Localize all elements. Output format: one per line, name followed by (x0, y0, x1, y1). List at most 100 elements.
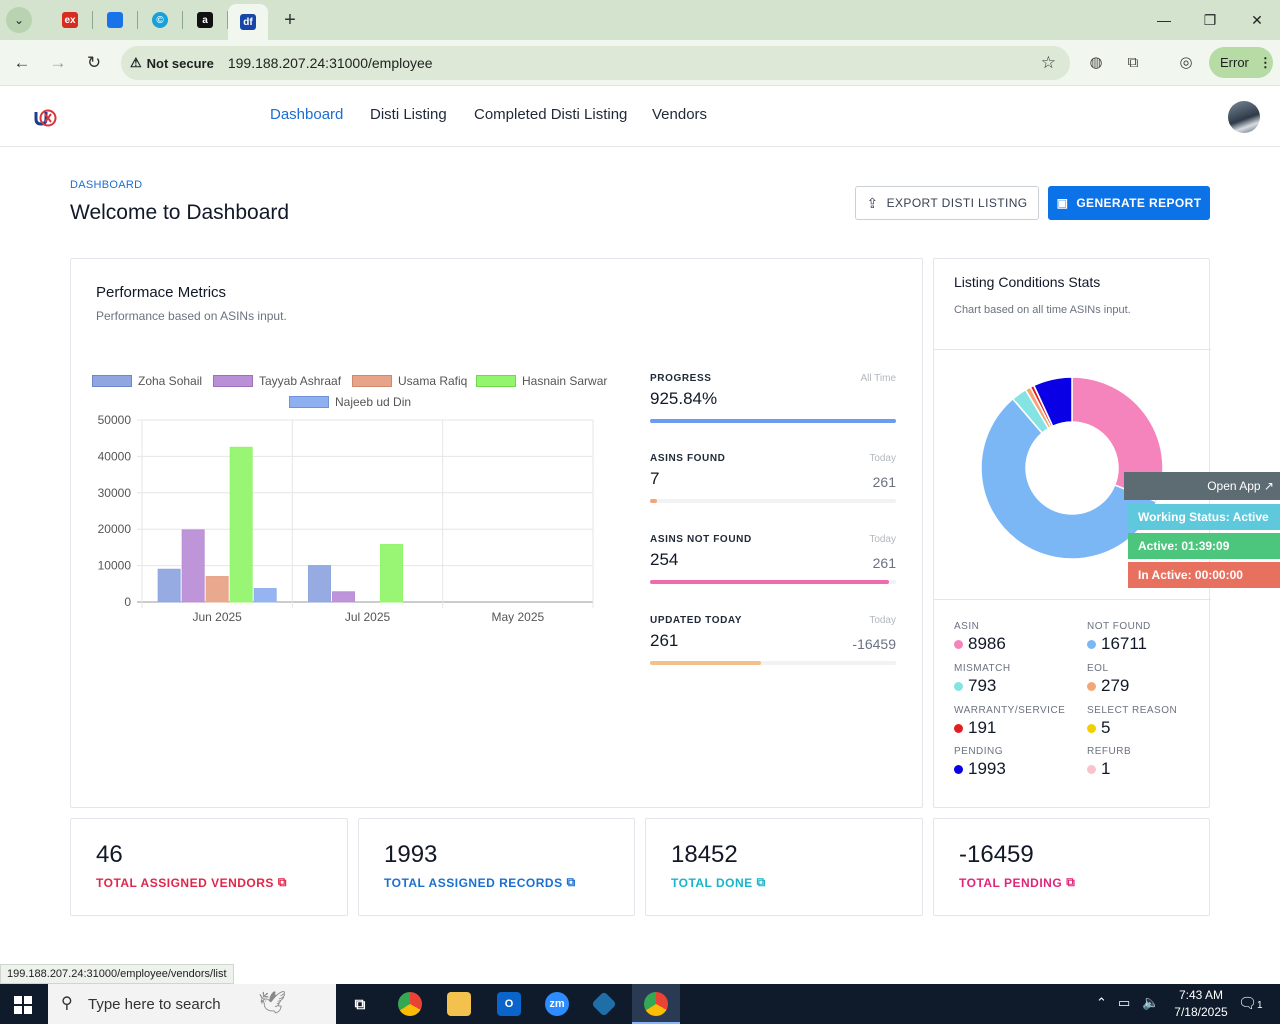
ex-icon: ex (62, 12, 78, 28)
close-window-icon[interactable]: ✕ (1251, 11, 1263, 28)
metric-progress-fill (650, 661, 761, 665)
chrome-icon[interactable] (398, 992, 422, 1016)
metric-period: All Time (860, 373, 896, 384)
stat-label: ASIN (954, 621, 980, 632)
generate-label: GENERATE REPORT (1076, 196, 1202, 210)
kpi-link[interactable]: TOTAL PENDING ⧉ (959, 875, 1075, 890)
metric-value: 925.84% (650, 389, 718, 408)
browser-tab-1[interactable] (93, 0, 137, 40)
stat-number: 5 (1101, 718, 1111, 737)
kpi-link[interactable]: TOTAL ASSIGNED RECORDS ⧉ (384, 875, 576, 890)
legend-item[interactable]: Usama Rafiq (352, 374, 467, 388)
stat-number: 16711 (1101, 634, 1148, 653)
task-view-icon[interactable]: ⧉ (354, 995, 366, 1013)
upload-icon: ⇪ (866, 194, 879, 211)
kpi-link[interactable]: TOTAL DONE ⧉ (671, 875, 766, 890)
not-secure-chip[interactable]: ⚠ Not secure (130, 50, 222, 76)
stat-eol: EOL 279 (1087, 663, 1129, 696)
legend-dot (1087, 681, 1096, 691)
profile-icon[interactable]: ◎ (1179, 54, 1193, 71)
network-icon[interactable]: ▭ (1118, 995, 1131, 1010)
legend-dot (1087, 764, 1096, 774)
taskbar-search-box[interactable]: ⚲ Type here to search 🕊 (48, 984, 336, 1024)
taskbar-clock[interactable]: 7:43 AM 7/18/2025 (1160, 987, 1242, 1021)
legend-dot (954, 764, 963, 774)
stat-number: 8986 (968, 634, 1006, 653)
back-arrow-icon[interactable]: ← (13, 52, 31, 72)
kpi-card-assigned-vendors: 46 TOTAL ASSIGNED VENDORS ⧉ (70, 818, 348, 916)
restore-icon[interactable]: ❐ (1203, 11, 1217, 28)
app-diamond-icon[interactable] (591, 991, 617, 1017)
nav-completed-disti-listing[interactable]: Completed Disti Listing (474, 106, 628, 123)
minimize-icon[interactable]: — (1157, 12, 1171, 28)
kpi-value: 18452 (671, 841, 738, 868)
tab-separator (92, 11, 93, 29)
legend-item[interactable]: Zoha Sohail (92, 374, 202, 388)
omnibox[interactable]: ⚠ Not secure 199.188.207.24:31000/employ… (121, 46, 1070, 80)
legend-item[interactable]: Najeeb ud Din (289, 395, 411, 409)
user-avatar[interactable] (1228, 101, 1260, 133)
nav-vendors[interactable]: Vendors (652, 106, 708, 123)
blue-app-icon (107, 12, 123, 28)
external-link-icon: ⧉ (277, 875, 287, 889)
kpi-link[interactable]: TOTAL ASSIGNED VENDORS ⧉ (96, 875, 287, 890)
browser-tab-0[interactable]: ex (48, 0, 92, 40)
nav-dashboard[interactable]: Dashboard (270, 106, 344, 123)
tab-search-chevron-icon[interactable]: ⌄ (6, 7, 32, 33)
legend-item[interactable]: Tayyab Ashraaf (213, 374, 341, 388)
kpi-label: TOTAL ASSIGNED RECORDS (384, 875, 563, 890)
file-explorer-icon[interactable] (447, 992, 471, 1016)
metric-period: Today (869, 534, 896, 545)
y-tick-label: 0 (124, 595, 131, 609)
nav-disti-listing[interactable]: Disti Listing (370, 106, 447, 123)
translate-globe-icon[interactable]: ◍ (1089, 54, 1103, 71)
metric-period: Today (869, 615, 896, 626)
bar (181, 529, 205, 603)
search-icon: ⚲ (61, 995, 73, 1012)
x-tick-label: Jul 2025 (345, 610, 391, 624)
inactive-time-row: In Active: 00:00:00 (1128, 562, 1280, 588)
notifications-icon[interactable]: 🗨1 (1238, 995, 1263, 1012)
stat-pending: PENDING 1993 (954, 746, 1006, 779)
stat-number: 191 (968, 718, 997, 737)
metric-asins-found: ASINS FOUND Today 7 261 (650, 453, 896, 503)
url-text[interactable]: 199.188.207.24:31000/employee (227, 55, 433, 71)
volume-icon[interactable]: 🔈 (1142, 994, 1160, 1010)
new-tab-plus-icon[interactable]: + (284, 8, 296, 31)
export-disti-listing-button[interactable]: ⇪ EXPORT DISTI LISTING (855, 186, 1039, 220)
stat-label: EOL (1087, 663, 1109, 674)
stat-number: 1 (1101, 759, 1111, 778)
kpi-label: TOTAL ASSIGNED VENDORS (96, 875, 274, 890)
stat-refurb: REFURB 1 (1087, 746, 1131, 779)
notification-count: 1 (1257, 1000, 1263, 1011)
forward-arrow-icon[interactable]: → (49, 52, 67, 72)
bar (380, 543, 403, 603)
legend-label: Najeeb ud Din (335, 395, 412, 409)
amazon-icon: a (197, 12, 213, 28)
save-icon: ▣ (1056, 196, 1069, 210)
app-logo-icon[interactable] (33, 106, 57, 128)
metric-progress-bar (650, 499, 896, 503)
stat-label: REFURB (1087, 746, 1132, 757)
legend-label: Hasnain Sarwar (522, 374, 608, 388)
bookmark-star-icon[interactable]: ☆ (1040, 53, 1056, 72)
browser-tab-4-active[interactable]: df (228, 4, 268, 40)
error-menu-button[interactable]: Error ⋮ (1209, 47, 1273, 78)
windows-start-icon[interactable] (14, 996, 32, 1014)
extensions-puzzle-icon[interactable]: ⧉ (1127, 53, 1139, 71)
windows-taskbar: ⚲ Type here to search 🕊 ⧉ O zm ⌃ ▭ 🔈 7:4… (0, 984, 1280, 1024)
outlook-icon[interactable]: O (497, 992, 521, 1016)
legend-item[interactable]: Hasnain Sarwar (476, 374, 607, 388)
dove-graphic-icon: 🕊 (258, 990, 286, 1015)
y-tick-label: 10000 (98, 559, 132, 573)
link-status-bar: 199.188.207.24:31000/employee/vendors/li… (0, 964, 234, 984)
reload-icon[interactable]: ↻ (86, 52, 102, 72)
browser-tab-3[interactable]: a (183, 0, 227, 40)
breadcrumb[interactable]: DASHBOARD (70, 179, 143, 191)
zoom-icon[interactable]: zm (545, 992, 569, 1016)
tray-chevron-icon[interactable]: ⌃ (1096, 995, 1107, 1010)
chrome-profile-icon[interactable] (644, 992, 668, 1016)
browser-tab-2[interactable]: © (138, 0, 182, 40)
generate-report-button[interactable]: ▣ GENERATE REPORT (1048, 186, 1210, 220)
open-app-button[interactable]: Open App ↗ (1124, 472, 1280, 500)
